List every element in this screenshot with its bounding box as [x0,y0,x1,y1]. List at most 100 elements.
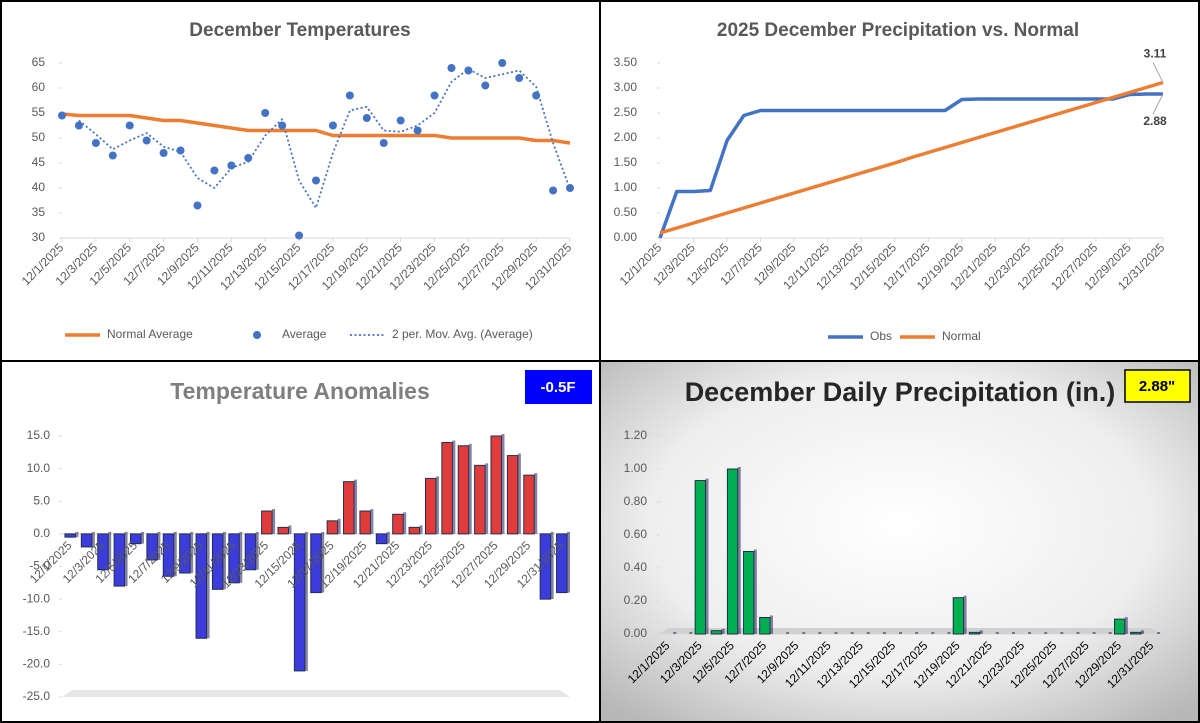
bar-side [485,463,489,534]
y-tick-label: 0.20 [624,593,648,607]
data-point [379,139,388,147]
y-tick-label: 40 [32,180,46,194]
legend-marker [253,331,261,339]
bar-side [239,531,243,583]
y-tick-label: -5.0 [29,559,50,573]
legend-label: Normal [942,329,981,343]
legend-label: 2 per. Mov. Avg. (Average) [392,327,533,341]
bar-side [222,531,226,590]
data-point [210,166,219,175]
bar-side [705,478,709,634]
y-tick-label: -25.0 [23,689,51,703]
y-tick-label: 2.50 [614,105,638,119]
y-tick-label: 50 [32,130,46,144]
bar-side [403,512,407,534]
y-tick-label: 1.00 [624,461,648,475]
bar-side [567,531,571,593]
y-tick-label: -10.0 [23,591,51,605]
bar-side [108,531,112,570]
bar-side [737,467,741,634]
bar-side [1028,632,1032,634]
bar [506,455,519,535]
bar [457,445,470,535]
y-tick-label: 3.00 [614,80,638,94]
data-point [58,111,66,120]
y-tick-label: 30 [32,230,46,244]
data-point [142,136,151,145]
data-point [498,59,507,67]
data-point [430,91,439,100]
floor [660,628,1160,634]
bar-side [173,531,177,577]
bar [97,533,109,571]
bar-side [963,595,967,634]
data-point [549,186,558,195]
series-line [61,112,571,145]
bar-side [386,531,390,544]
chart-title: Temperature Anomalies [170,378,429,404]
y-tick-label: 15.0 [27,428,51,442]
data-point [345,91,354,100]
bar-side [337,518,341,534]
bar-side [770,615,773,634]
bar-side [753,549,757,634]
data-point [396,116,405,125]
bar-side [517,453,521,534]
bar [261,510,273,535]
bar-side [140,531,144,544]
bar-side [91,531,95,547]
y-tick-label: 0.40 [624,560,648,574]
y-tick-label: 55 [32,105,46,119]
y-tick-label: 0.0 [33,526,50,540]
bar-side [1044,632,1048,634]
series-line [78,68,571,209]
bar-side [321,531,325,593]
data-point [481,81,490,90]
bar [490,435,503,535]
data-label: 2.88 [1143,114,1167,128]
y-tick-label: 1.00 [614,180,638,194]
chart-title: December Temperatures [189,20,410,41]
bar-side [882,632,886,634]
bar-side [866,632,870,634]
badge [1124,369,1191,403]
data-point [328,121,337,130]
chart-title: 2025 December Precipitation vs. Normal [717,20,1079,41]
bar [293,533,306,672]
data-point [176,146,185,155]
bar-side [834,632,838,634]
bar [424,477,437,535]
bar [710,630,723,635]
bar [694,480,706,635]
data-point [362,114,371,122]
bar-side [1076,632,1080,634]
bar-side [931,632,935,634]
data-point [125,121,134,130]
bar-side [124,531,128,587]
data-point [312,176,320,185]
bar [359,510,371,535]
bar-side [534,473,538,534]
data-point [244,154,253,162]
bar [759,617,771,635]
y-tick-label: -15.0 [23,624,51,638]
y-tick-label: 2.00 [614,130,638,144]
data-point [295,231,304,240]
bar-side [689,632,693,634]
data-point [464,66,473,75]
data-point [74,121,83,130]
data-point [515,74,524,82]
data-point [413,126,422,135]
bar-side [721,628,725,634]
bar-side [1060,632,1064,634]
bar-side [786,632,790,634]
data-point [566,184,574,192]
series-line [658,92,1163,239]
bar [952,597,965,635]
bar-side [157,531,161,560]
bar-side [468,443,472,534]
badge-text: 2.88" [1139,378,1175,395]
y-tick-label: 0.00 [614,230,638,244]
bar-side [435,476,439,534]
